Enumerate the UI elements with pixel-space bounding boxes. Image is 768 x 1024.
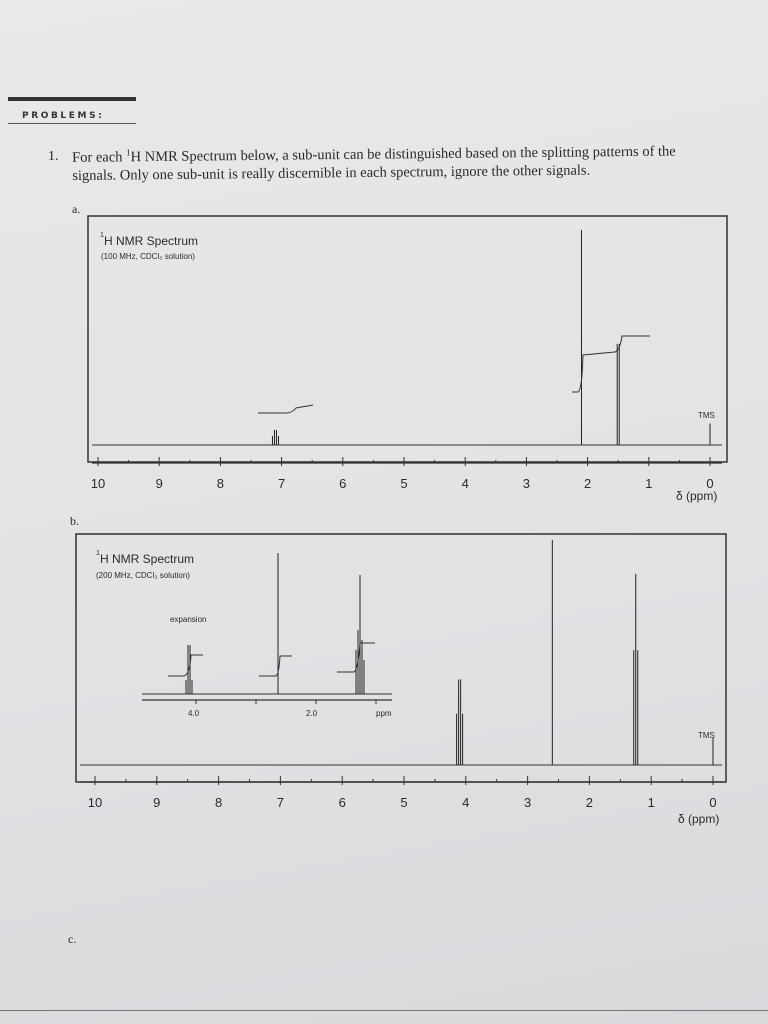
inset-integration-curve bbox=[168, 654, 203, 677]
spectrum-b-tick-label: 2 bbox=[586, 795, 593, 810]
spectrum-a-tick-label: 5 bbox=[400, 476, 407, 491]
header-rule bbox=[8, 97, 136, 101]
spectrum-a-integration-curve bbox=[258, 404, 314, 414]
part-b-label: b. bbox=[70, 514, 79, 528]
spectrum-a-tick-label: 3 bbox=[523, 476, 530, 491]
inset-label: expansion bbox=[170, 615, 206, 624]
spectrum-b-tick-label: 3 bbox=[524, 795, 531, 810]
inset-tick-label: 4.0 bbox=[188, 709, 200, 718]
spectrum-a-subtitle: (100 MHz, CDCl₃ solution) bbox=[101, 252, 195, 261]
spectrum-a-tick-label: 10 bbox=[91, 476, 105, 491]
spectrum-b-tick-label: 9 bbox=[153, 795, 160, 810]
spectrum-b-xlabel: δ (ppm) bbox=[678, 812, 719, 826]
spectrum-a-tick-label: 2 bbox=[584, 476, 591, 491]
spectrum-a-tick-label: 9 bbox=[156, 476, 163, 491]
spectrum-b-subtitle: (200 MHz, CDCl₃ solution) bbox=[96, 571, 190, 580]
spectrum-b-tick-label: 1 bbox=[648, 795, 655, 810]
spectrum-b-tick-label: 7 bbox=[277, 795, 284, 810]
spectrum-a-integration-curve bbox=[572, 335, 650, 393]
spectrum-b-title: H NMR Spectrum bbox=[100, 552, 194, 566]
spectrum-b-title-sup: 1 bbox=[96, 550, 100, 557]
inset-tick-label: 2.0 bbox=[306, 709, 318, 718]
spectrum-a-xlabel: δ (ppm) bbox=[676, 489, 717, 503]
spectrum-a-tms-label: TMS bbox=[698, 411, 715, 420]
spectrum-a-tick-label: 0 bbox=[706, 476, 713, 491]
spectrum-a-title-sup: 1 bbox=[100, 232, 104, 239]
spectrum-b-tick-label: 10 bbox=[88, 795, 102, 810]
spectrum-b-tick-label: 5 bbox=[400, 795, 407, 810]
section-label: PROBLEMS: bbox=[22, 111, 105, 121]
spectrum-a-tick-label: 1 bbox=[645, 476, 652, 491]
spectrum-a-tick-label: 8 bbox=[217, 476, 224, 491]
header-underline bbox=[8, 123, 136, 124]
inset-unit-label: ppm bbox=[376, 709, 392, 718]
spectrum-a-tick-label: 6 bbox=[339, 476, 346, 491]
spectrum-a-title: H NMR Spectrum bbox=[104, 234, 198, 248]
spectrum-b-tick-label: 8 bbox=[215, 795, 222, 810]
question-number: 1. bbox=[48, 149, 59, 164]
inset-integration-curve bbox=[259, 655, 292, 677]
spectrum-b-tick-label: 6 bbox=[339, 795, 346, 810]
inset-integration-curve bbox=[337, 642, 375, 673]
spectrum-a-tick-label: 4 bbox=[462, 476, 469, 491]
page-bottom-rule bbox=[0, 1010, 768, 1011]
spectrum-a-frame bbox=[87, 215, 728, 463]
part-a-label: a. bbox=[72, 202, 81, 216]
spectrum-b-tick-label: 4 bbox=[462, 795, 469, 810]
part-c-label: c. bbox=[68, 932, 77, 946]
spectrum-b-tick-label: 0 bbox=[709, 795, 716, 810]
spectrum-b-tms-label: TMS bbox=[698, 731, 715, 740]
spectrum-a-tick-label: 7 bbox=[278, 476, 285, 491]
